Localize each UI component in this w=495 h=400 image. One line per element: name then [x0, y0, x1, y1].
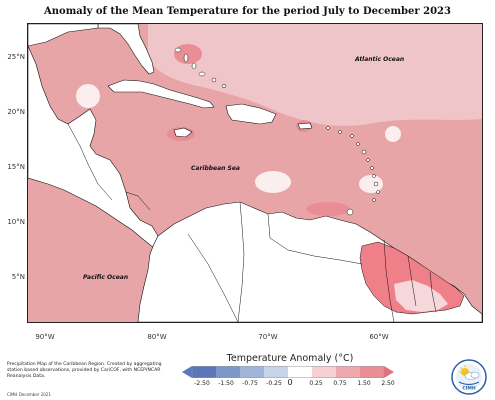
- gulf-coast-land: [28, 24, 99, 47]
- atlantic-mild-region: [148, 24, 482, 126]
- legend-swatch-7: [336, 366, 360, 378]
- lon-label-70w: 70°W: [258, 333, 278, 341]
- map-title: Anomaly of the Mean Temperature for the …: [44, 6, 451, 17]
- cimh-logo: CIMH: [451, 359, 487, 395]
- map-credit: CIMH December 2021: [7, 392, 51, 397]
- legend-swatch-6: [312, 366, 336, 378]
- cloud-icon: [464, 371, 480, 380]
- near-zero-spot-2: [359, 175, 383, 193]
- logo-text: CIMH: [462, 386, 475, 392]
- legend-tick-zero: 0: [287, 378, 293, 387]
- legend-tick: 0.25: [309, 380, 323, 387]
- hotspot-venezuela-coast: [306, 202, 350, 216]
- lat-label-25n: 25°N: [7, 53, 25, 61]
- puerto-rico-land: [297, 122, 313, 130]
- lesser-antilles: [326, 126, 380, 216]
- lat-label-5n: 5°N: [11, 273, 25, 281]
- florida-land: [97, 24, 155, 75]
- atlantic-ocean-label: Atlantic Ocean: [355, 56, 405, 63]
- legend-colorbar: [182, 366, 394, 378]
- legend-tick: 2.50: [381, 380, 395, 387]
- legend-swatch-3: [240, 366, 264, 378]
- legend-tick: -2.50: [194, 380, 210, 387]
- near-zero-spot-3: [76, 84, 100, 108]
- bahamas-islands: [174, 47, 227, 88]
- map-panel: Atlantic Ocean Caribbean Sea Pacific Oce…: [27, 23, 483, 323]
- lon-label-80w: 80°W: [147, 333, 167, 341]
- lon-label-90w: 90°W: [35, 333, 55, 341]
- central-america-land: [28, 45, 159, 249]
- lat-label-15n: 15°N: [7, 163, 25, 171]
- lat-label-10n: 10°N: [7, 218, 25, 226]
- cuba-land: [107, 79, 215, 109]
- legend-swatch-9: [384, 366, 394, 378]
- hotspot-bahamas: [174, 44, 202, 64]
- lat-label-20n: 20°N: [7, 108, 25, 116]
- legend-swatch-8: [360, 366, 384, 378]
- legend-tick: 0.75: [333, 380, 347, 387]
- jamaica-land: [173, 127, 193, 138]
- pacific-ocean-label: Pacific Ocean: [83, 274, 129, 281]
- legend-swatch-4: [264, 366, 288, 378]
- legend-swatch-0: [182, 366, 192, 378]
- map-footnote: Precipitation Map of the Caribbean Regio…: [7, 362, 162, 379]
- temperature-anomaly-map: [28, 24, 482, 322]
- lon-label-60w: 60°W: [369, 333, 389, 341]
- legend-swatch-5: [288, 366, 312, 378]
- hispaniola-land: [225, 103, 277, 125]
- country-borders: [67, 123, 437, 322]
- near-zero-spot-1: [255, 171, 291, 193]
- legend-tick: -0.75: [242, 380, 258, 387]
- legend-tick: -0.25: [266, 380, 282, 387]
- legend-title: Temperature Anomaly (°C): [226, 353, 354, 364]
- legend-swatch-1: [192, 366, 216, 378]
- legend-tick: -1.50: [218, 380, 234, 387]
- near-zero-spot-4: [385, 126, 401, 142]
- legend-swatch-2: [216, 366, 240, 378]
- legend-tick: 1.50: [357, 380, 371, 387]
- caribbean-sea-label: Caribbean Sea: [191, 165, 240, 172]
